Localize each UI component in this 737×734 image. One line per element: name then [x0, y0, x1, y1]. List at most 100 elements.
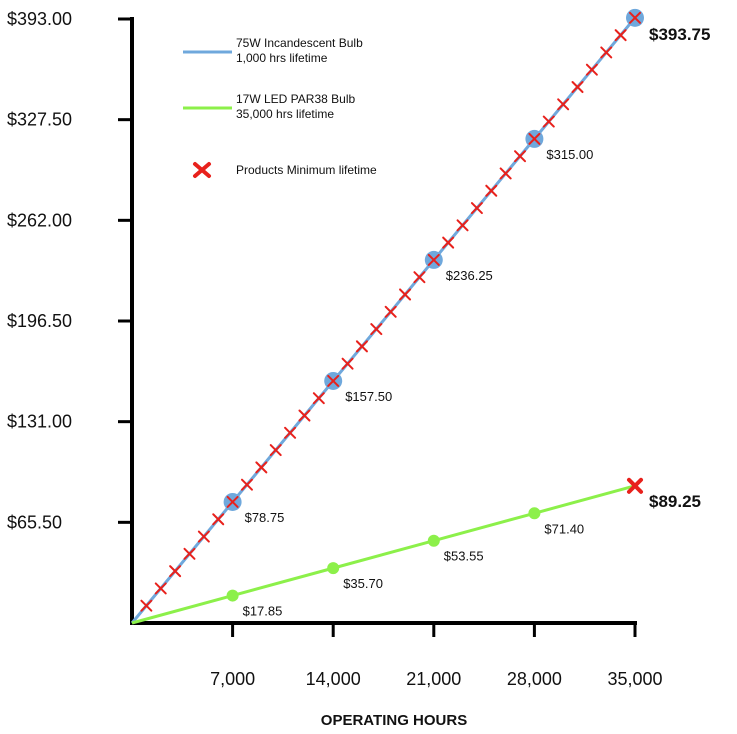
y-tick-label: $393.00	[7, 9, 72, 29]
lifetime-x-marker	[413, 271, 426, 284]
incandescent-data-label: $78.75	[245, 510, 285, 525]
led-point	[427, 534, 440, 547]
lifetime-x-marker-stroke	[456, 219, 469, 232]
lifetime-x-marker-stroke	[240, 478, 253, 491]
y-tick-label: $262.00	[7, 210, 72, 230]
lifetime-x-marker-stroke	[284, 426, 297, 439]
led-data-label: $53.55	[444, 549, 484, 564]
lifetime-x-marker	[470, 202, 483, 215]
lifetime-x-marker	[456, 219, 469, 232]
lifetime-x-marker-stroke	[154, 582, 167, 595]
lifetime-x-marker	[614, 29, 627, 42]
lifetime-x-marker	[585, 63, 598, 76]
lifetime-x-marker-stroke	[183, 547, 196, 560]
lifetime-x-marker	[197, 530, 210, 543]
lifetime-x-marker	[485, 184, 498, 197]
lifetime-x-marker-stroke	[485, 184, 498, 197]
lifetime-x-marker-stroke	[212, 513, 225, 526]
lifetime-x-marker	[399, 288, 412, 301]
lifetime-x-marker	[370, 323, 383, 336]
lifetime-x-marker	[284, 426, 297, 439]
lifetime-x-marker-stroke	[370, 323, 383, 336]
x-axis-title: OPERATING HOURS	[321, 712, 467, 729]
lifetime-x-marker-stroke	[169, 565, 182, 578]
lifetime-x-marker	[629, 11, 641, 24]
legend-label-led-line2: 35,000 hrs lifetime	[236, 107, 334, 121]
lifetime-x-marker	[571, 81, 584, 94]
axes	[118, 17, 637, 637]
led-point	[327, 562, 340, 575]
legend-label-incandescent-line2: 1,000 hrs lifetime	[236, 51, 328, 65]
lifetime-x-marker-stroke	[197, 530, 210, 543]
lifetime-x-marker	[212, 513, 225, 526]
lifetime-x-marker-stroke	[226, 495, 239, 508]
lifetime-x-marker-stroke	[413, 271, 426, 284]
lifetime-x-marker	[327, 374, 340, 387]
lifetime-x-marker	[226, 495, 239, 508]
x-tick-label: 28,000	[507, 669, 562, 689]
lifetime-x-marker	[514, 150, 527, 163]
led-data-label: $71.40	[544, 521, 584, 536]
lifetime-x-marker-stroke	[528, 132, 541, 145]
led-point	[528, 507, 541, 520]
lifetime-x-marker	[169, 565, 182, 578]
lifetime-x-marker-stroke	[542, 115, 555, 128]
lifetime-x-marker	[183, 547, 196, 560]
y-tick-label: $65.50	[7, 512, 62, 532]
lifetime-x-marker-stroke	[327, 374, 340, 387]
lifetime-x-marker	[542, 115, 555, 128]
incandescent-end-label: $393.75	[649, 25, 710, 44]
led-point	[226, 589, 239, 602]
x-tick-label: 7,000	[210, 669, 255, 689]
led-data-label: $17.85	[243, 604, 283, 619]
lifetime-x-marker-stroke	[627, 477, 643, 494]
lifetime-x-marker	[557, 98, 570, 111]
led-data-label: $35.70	[343, 576, 383, 591]
lifetime-x-marker	[384, 305, 397, 318]
y-tick-labels: $65.50 $131.00 $196.50 $262.00 $327.50 $393.0…	[7, 9, 72, 532]
lifetime-x-marker-stroke	[470, 202, 483, 215]
lifetime-x-marker	[355, 340, 368, 353]
lifetime-x-marker-stroke	[600, 46, 613, 59]
lifetime-x-marker-stroke	[571, 81, 584, 94]
lifetime-x-marker-stroke	[298, 409, 311, 422]
series-line-led	[131, 484, 636, 625]
lifetime-x-marker-stroke	[269, 444, 282, 457]
lifetime-x-marker-stroke	[399, 288, 412, 301]
lifetime-x-marker	[269, 444, 282, 457]
lifetime-x-marker	[140, 599, 153, 612]
lifetime-x-marker-stroke	[427, 253, 440, 266]
legend: 75W Incandescent Bulb 1,000 hrs lifetime…	[183, 36, 377, 178]
lifetime-x-marker	[442, 236, 455, 249]
data-labels: $78.75 $157.50 $236.25 $315.00 $393.75 $17.85…	[243, 25, 711, 619]
legend-label-led-line1: 17W LED PAR38 Bulb	[236, 92, 355, 106]
legend-x-marker-icon	[193, 162, 211, 178]
led-end-label: $89.25	[649, 492, 701, 511]
lifetime-x-marker-stroke	[514, 150, 527, 163]
lifetime-x-marker-stroke	[557, 98, 570, 111]
lifetime-x-marker	[255, 461, 268, 474]
lifetime-x-marker	[600, 46, 613, 59]
lifetime-x-marker-stroke	[442, 236, 455, 249]
y-tick-label: $327.50	[7, 110, 72, 130]
lifetime-x-marker	[312, 392, 325, 405]
incandescent-data-label: $315.00	[546, 147, 593, 162]
legend-label-led: 17W LED PAR38 Bulb 35,000 hrs lifetime	[236, 92, 359, 121]
lifetime-x-marker	[528, 132, 541, 145]
lifetime-x-marker	[298, 409, 311, 422]
lifetime-x-marker	[240, 478, 253, 491]
lifetime-x-marker	[499, 167, 512, 180]
lifetime-markers	[140, 11, 643, 612]
lifetime-x-marker-stroke	[341, 357, 354, 370]
lifetime-x-marker-stroke	[384, 305, 397, 318]
lifetime-x-marker-stroke	[255, 461, 268, 474]
x-tick-labels: 7,000 14,000 21,000 28,000 35,000	[210, 669, 662, 689]
lifetime-x-marker-stroke	[312, 392, 325, 405]
lifetime-x-marker	[341, 357, 354, 370]
lifetime-x-marker	[154, 582, 167, 595]
legend-label-lifetime: Products Minimum lifetime	[236, 163, 377, 177]
lifetime-x-marker	[427, 253, 440, 266]
lifetime-x-marker	[627, 477, 643, 494]
y-tick-label: $131.00	[7, 412, 72, 432]
